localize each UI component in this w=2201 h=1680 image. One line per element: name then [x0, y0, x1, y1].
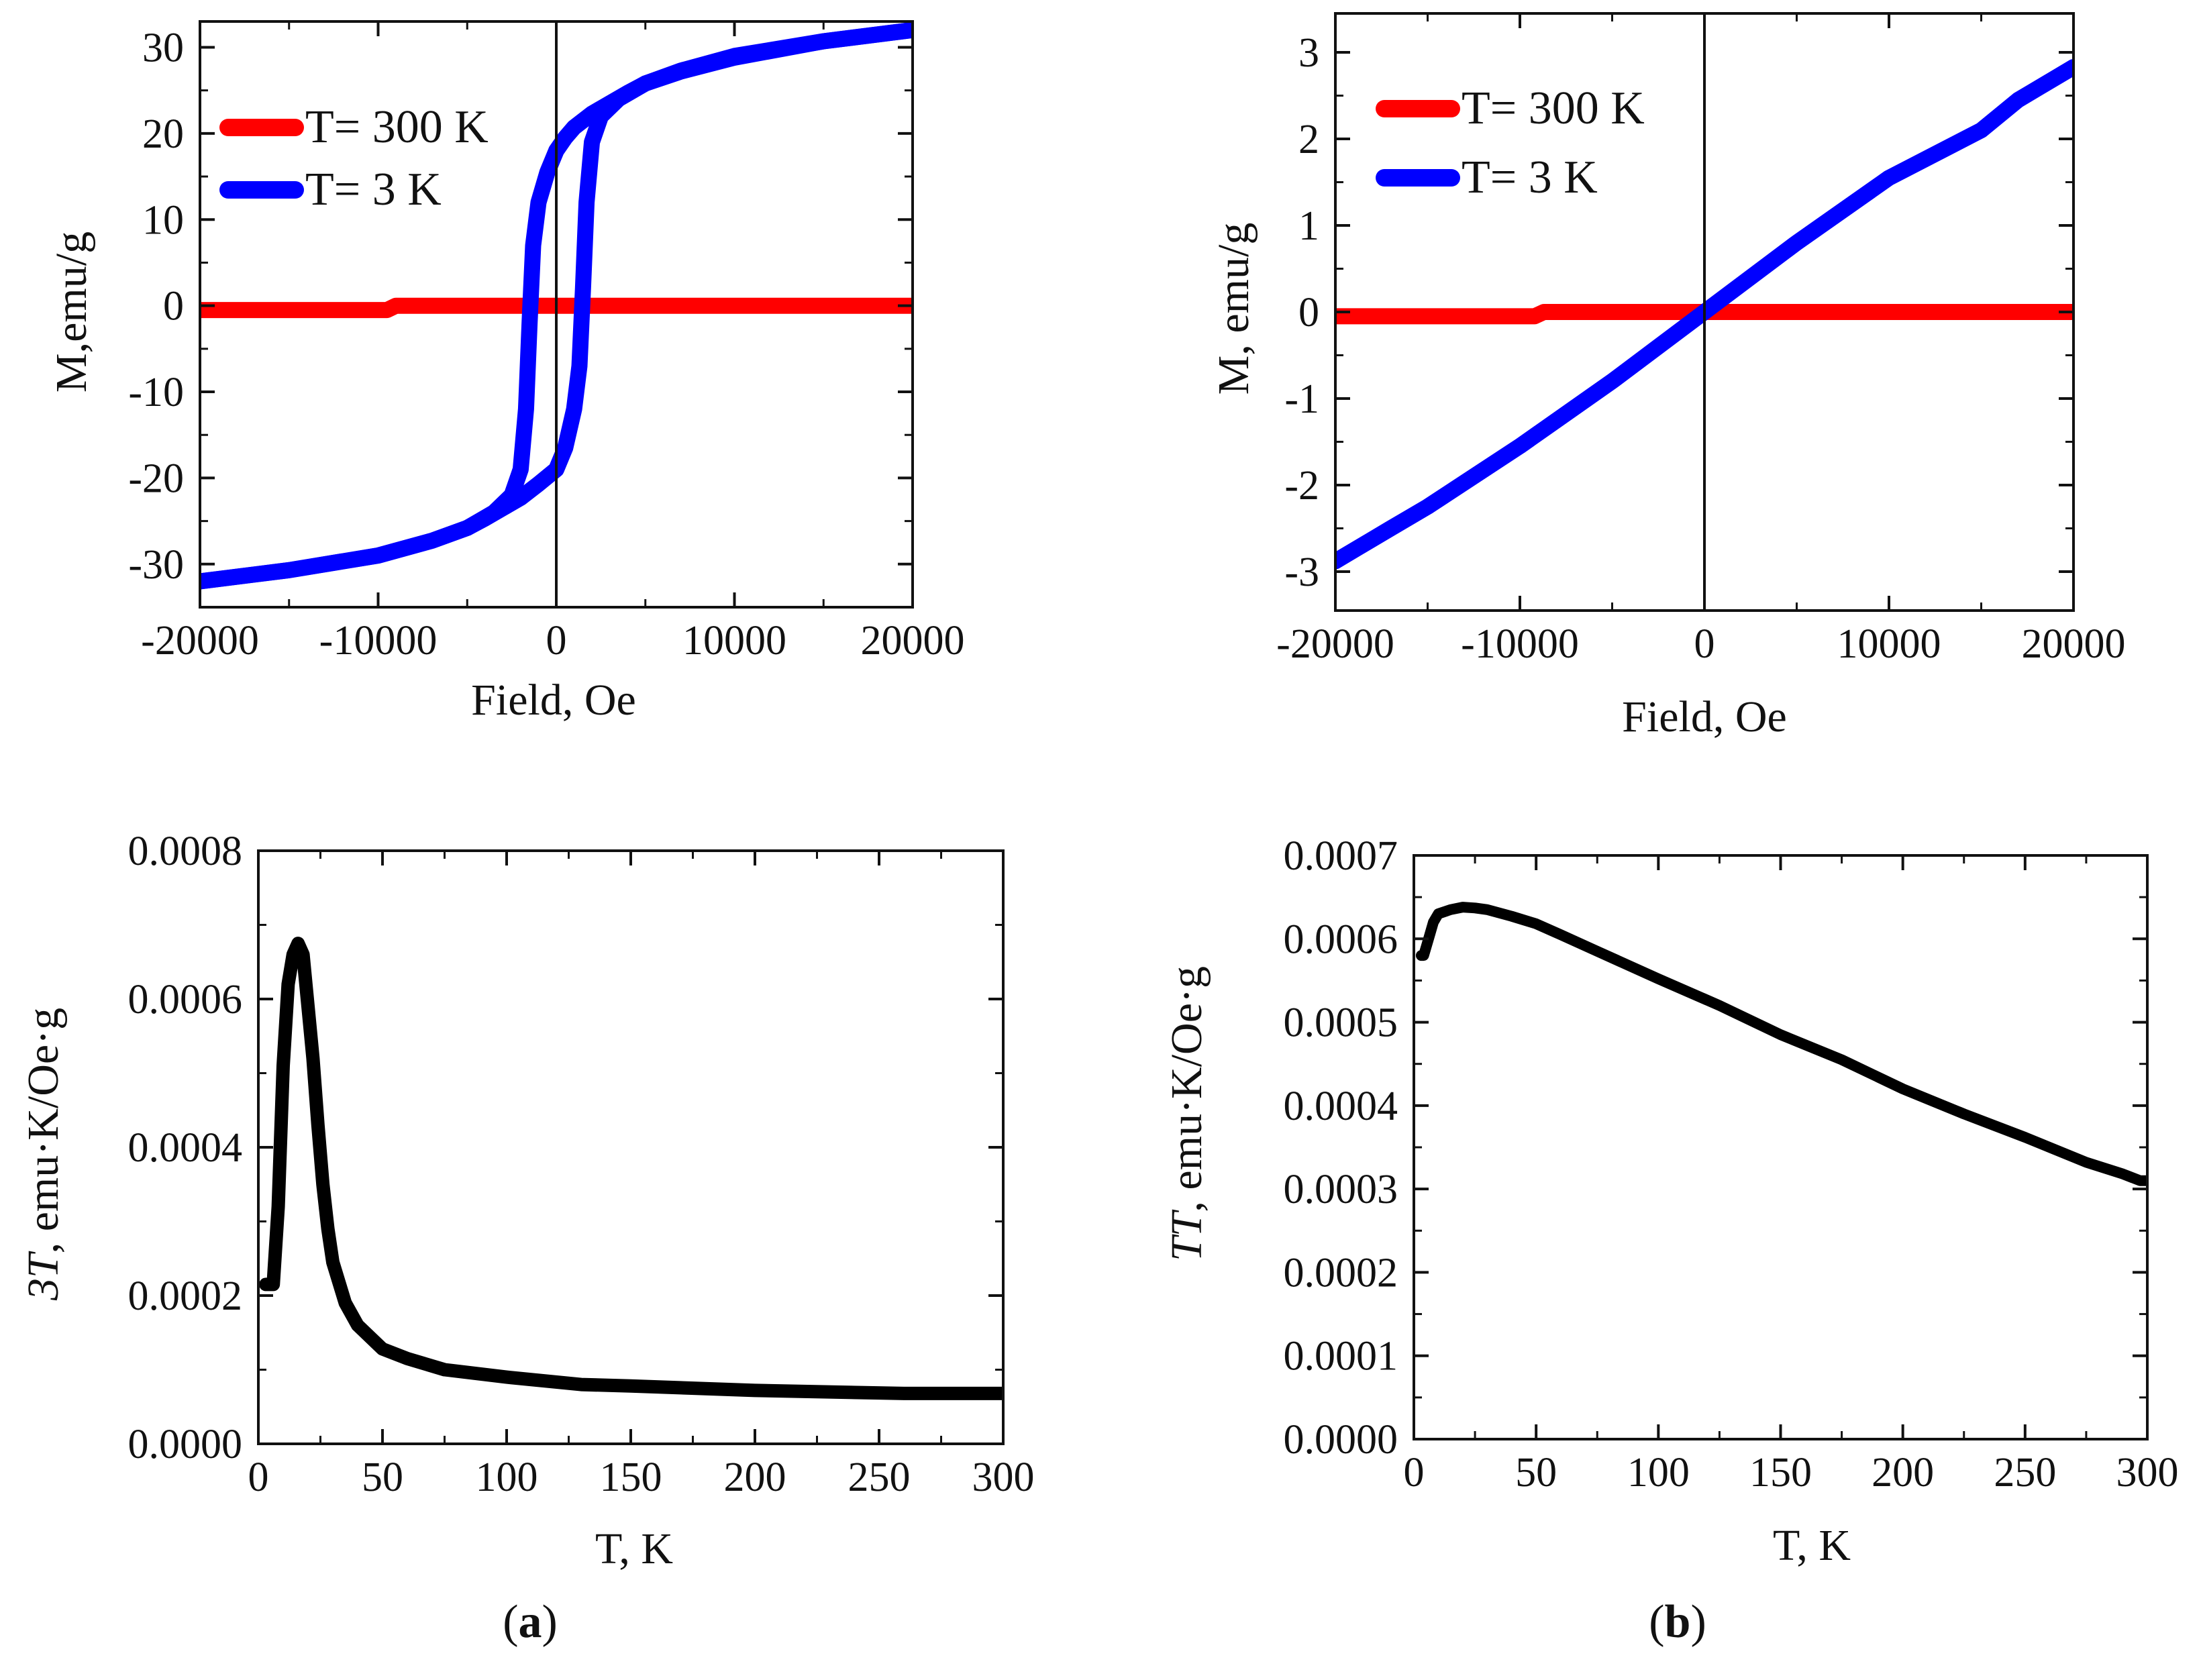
y-tick-label: 0 [1298, 290, 1319, 335]
y-tick-label: 0.0003 [1284, 1167, 1398, 1212]
x-tick-label: 10000 [1837, 621, 1941, 667]
y-tick-label: 10 [142, 197, 184, 243]
y-tick-label: 0.0002 [1284, 1250, 1398, 1296]
x-tick-label: 20000 [2022, 621, 2126, 667]
ytick-layer: -30 -20 -10 0 10 20 30 [128, 25, 913, 588]
legend: T= 300 K T= 3 K [219, 101, 489, 215]
xtick-layer: -20000 -10000 0 10000 20000 [1276, 13, 2126, 667]
chart-top-left: -20000 -10000 0 10000 20000 -30 -20 -10 0 10 20 30… [47, 20, 965, 725]
y-tick-label: 0.0007 [1284, 833, 1398, 879]
series-line-1 [1415, 902, 2147, 1186]
x-tick-label: 200 [1872, 1450, 1934, 1495]
y-tick-label: -20 [128, 456, 184, 501]
x-tick-label: 20000 [861, 618, 965, 664]
x-axis-label: Field, Oe [1622, 692, 1787, 741]
x-tick-label: 0 [546, 618, 567, 664]
x-tick-label: 250 [1994, 1450, 2056, 1495]
y-tick-label: 1 [1298, 203, 1319, 249]
y-tick-label: 3 [1298, 30, 1319, 76]
y-tick-label: 2 [1298, 117, 1319, 162]
y-tick-label: 20 [142, 111, 184, 157]
y-axis-label: M,emu/g [47, 231, 96, 392]
series-line-1 [200, 297, 913, 319]
x-tick-label: 50 [362, 1455, 403, 1500]
panel-label-a: (a) [503, 1596, 558, 1648]
chart-top-right: -20000 -10000 0 10000 20000 -3 -2 -1 0 1 2 3 Field… [1209, 12, 2126, 741]
x-axis-label: T, K [1773, 1521, 1851, 1570]
y-tick-label: 0.0006 [1284, 916, 1398, 962]
x-tick-label: 100 [1627, 1450, 1690, 1495]
series-layer [1415, 902, 2147, 1186]
xtick-layer: -20000 -10000 0 10000 20000 [141, 21, 965, 664]
y-tick-label: 30 [142, 25, 184, 71]
y-axis-label: M, emu/g [1209, 223, 1258, 395]
y-tick-label: 0.0000 [1284, 1417, 1398, 1463]
y-tick-label: 0.0004 [128, 1125, 243, 1171]
xtick-layer: 0 50 100 150 200 250 300 [248, 851, 1035, 1500]
x-tick-label: -10000 [319, 618, 438, 664]
x-axis-label: T, K [595, 1524, 673, 1573]
y-tick-label: -2 [1284, 463, 1319, 509]
y-axis-label: 3T, emu·K/Oe·g [19, 1008, 68, 1301]
legend-label-300k: T= 300 K [305, 101, 489, 153]
y-tick-label: 0.0000 [128, 1422, 243, 1467]
series-line-1 [259, 937, 1003, 1400]
x-tick-label: -20000 [141, 618, 259, 664]
y-axis-label: TT, emu·K/Oe·g [1162, 966, 1211, 1261]
legend: T= 300 K T= 3 K [1376, 83, 1645, 203]
y-tick-label: -30 [128, 542, 184, 588]
y-tick-label: 0.0004 [1284, 1084, 1398, 1129]
x-tick-label: 50 [1515, 1450, 1557, 1495]
x-tick-label: 0 [1404, 1450, 1425, 1495]
ytick-layer: 0.0000 0.0002 0.0004 0.0006 0.0008 [128, 829, 1003, 1467]
x-tick-label: -20000 [1276, 621, 1394, 667]
series-line-3 [200, 21, 913, 590]
x-tick-label: 250 [848, 1455, 911, 1500]
y-tick-label: 0.0006 [128, 977, 243, 1022]
xtick-layer: 0 50 100 150 200 250 300 [1404, 855, 2179, 1495]
legend-label-3k: T= 3 K [305, 164, 442, 215]
legend-label-300k: T= 300 K [1462, 83, 1645, 134]
x-axis-label: Field, Oe [471, 676, 636, 725]
chart-bottom-left: 0 50 100 150 200 250 300 0.00000.00020.00040.0… [19, 829, 1035, 1573]
x-tick-label: 150 [1749, 1450, 1812, 1495]
y-tick-label: 0.0005 [1284, 1000, 1398, 1046]
panel-label-b: (b) [1649, 1596, 1706, 1648]
y-tick-label: 0 [163, 284, 184, 329]
x-tick-label: 100 [476, 1455, 538, 1500]
x-tick-label: 0 [248, 1455, 269, 1500]
x-tick-label: 0 [1694, 621, 1715, 667]
x-tick-label: 150 [600, 1455, 662, 1500]
ytick-layer: -3 -2 -1 0 1 2 3 [1284, 30, 2074, 595]
y-tick-label: 0.0001 [1284, 1334, 1398, 1379]
legend-label-3k: T= 3 K [1462, 152, 1598, 203]
x-tick-label: 10000 [682, 618, 786, 664]
series-line-1 [1335, 304, 2074, 325]
y-tick-label: -10 [128, 370, 184, 415]
series-layer [259, 937, 1003, 1400]
chart-bottom-right: 0 50 100 150 200 250 300 0.00000.00010.00020.0… [1162, 833, 2179, 1570]
y-tick-label: 0.0002 [128, 1273, 243, 1319]
y-tick-label: -1 [1284, 376, 1319, 422]
x-tick-label: 300 [2116, 1450, 2179, 1495]
series-layer [200, 21, 913, 590]
x-tick-label: 300 [972, 1455, 1035, 1500]
x-tick-label: -10000 [1461, 621, 1579, 667]
y-tick-label: 0.0008 [128, 829, 243, 874]
ytick-layer: 0.0000 0.0001 0.0002 0.0003 0.0004 0.0005 0.00… [1284, 833, 2147, 1463]
y-tick-label: -3 [1284, 549, 1319, 595]
x-tick-label: 200 [724, 1455, 786, 1500]
